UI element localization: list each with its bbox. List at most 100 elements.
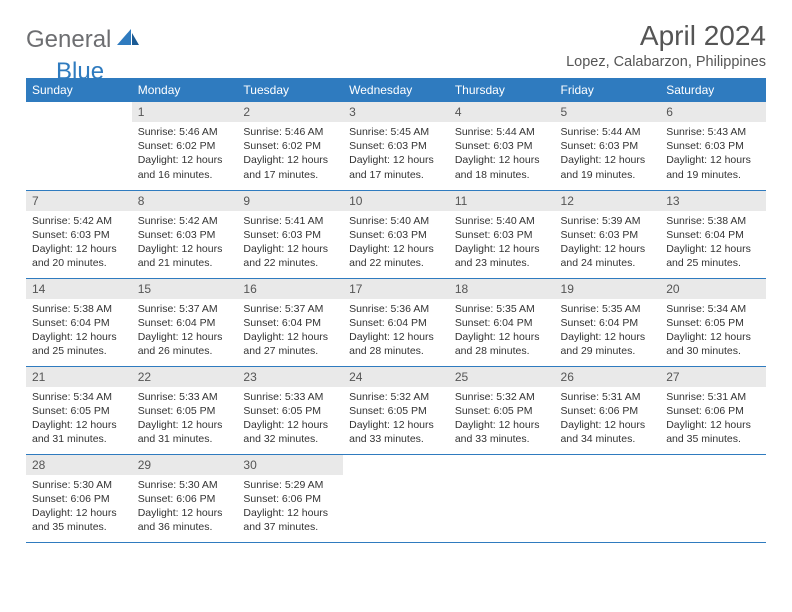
day-details: Sunrise: 5:38 AMSunset: 6:04 PMDaylight:…	[26, 299, 132, 363]
sunrise-text: Sunrise: 5:35 AM	[561, 302, 655, 316]
sunset-text: Sunset: 6:03 PM	[243, 228, 337, 242]
calendar-table: Sunday Monday Tuesday Wednesday Thursday…	[26, 78, 766, 543]
calendar-day-cell: 2Sunrise: 5:46 AMSunset: 6:02 PMDaylight…	[237, 102, 343, 190]
calendar-day-cell: 4Sunrise: 5:44 AMSunset: 6:03 PMDaylight…	[449, 102, 555, 190]
daylight-text: Daylight: 12 hours and 29 minutes.	[561, 330, 655, 358]
sunrise-text: Sunrise: 5:35 AM	[455, 302, 549, 316]
day-header: Saturday	[660, 78, 766, 102]
day-header: Wednesday	[343, 78, 449, 102]
month-title: April 2024	[566, 20, 766, 52]
daylight-text: Daylight: 12 hours and 19 minutes.	[561, 153, 655, 181]
day-details: Sunrise: 5:40 AMSunset: 6:03 PMDaylight:…	[449, 211, 555, 275]
daylight-text: Daylight: 12 hours and 28 minutes.	[349, 330, 443, 358]
sunrise-text: Sunrise: 5:31 AM	[561, 390, 655, 404]
calendar-day-cell: 28Sunrise: 5:30 AMSunset: 6:06 PMDayligh…	[26, 454, 132, 542]
day-number: 2	[237, 102, 343, 122]
daylight-text: Daylight: 12 hours and 25 minutes.	[32, 330, 126, 358]
sunrise-text: Sunrise: 5:37 AM	[138, 302, 232, 316]
sunrise-text: Sunrise: 5:32 AM	[349, 390, 443, 404]
daylight-text: Daylight: 12 hours and 32 minutes.	[243, 418, 337, 446]
logo-text-general: General	[26, 26, 111, 54]
sunrise-text: Sunrise: 5:40 AM	[455, 214, 549, 228]
calendar-day-cell: 1Sunrise: 5:46 AMSunset: 6:02 PMDaylight…	[132, 102, 238, 190]
calendar-day-cell: 12Sunrise: 5:39 AMSunset: 6:03 PMDayligh…	[555, 190, 661, 278]
calendar-day-cell	[555, 454, 661, 542]
sunset-text: Sunset: 6:06 PM	[243, 492, 337, 506]
sunrise-text: Sunrise: 5:30 AM	[138, 478, 232, 492]
day-details: Sunrise: 5:42 AMSunset: 6:03 PMDaylight:…	[26, 211, 132, 275]
daylight-text: Daylight: 12 hours and 17 minutes.	[243, 153, 337, 181]
calendar-day-cell: 13Sunrise: 5:38 AMSunset: 6:04 PMDayligh…	[660, 190, 766, 278]
calendar-week-row: 21Sunrise: 5:34 AMSunset: 6:05 PMDayligh…	[26, 366, 766, 454]
sunset-text: Sunset: 6:02 PM	[243, 139, 337, 153]
daylight-text: Daylight: 12 hours and 30 minutes.	[666, 330, 760, 358]
day-number: 4	[449, 102, 555, 122]
day-details: Sunrise: 5:45 AMSunset: 6:03 PMDaylight:…	[343, 122, 449, 186]
day-number: 10	[343, 191, 449, 211]
calendar-week-row: 1Sunrise: 5:46 AMSunset: 6:02 PMDaylight…	[26, 102, 766, 190]
day-details: Sunrise: 5:37 AMSunset: 6:04 PMDaylight:…	[237, 299, 343, 363]
calendar-day-cell: 16Sunrise: 5:37 AMSunset: 6:04 PMDayligh…	[237, 278, 343, 366]
location-text: Lopez, Calabarzon, Philippines	[566, 54, 766, 70]
day-number: 12	[555, 191, 661, 211]
sunrise-text: Sunrise: 5:32 AM	[455, 390, 549, 404]
sunset-text: Sunset: 6:02 PM	[138, 139, 232, 153]
day-details: Sunrise: 5:39 AMSunset: 6:03 PMDaylight:…	[555, 211, 661, 275]
sunset-text: Sunset: 6:04 PM	[243, 316, 337, 330]
day-details: Sunrise: 5:46 AMSunset: 6:02 PMDaylight:…	[237, 122, 343, 186]
sunrise-text: Sunrise: 5:36 AM	[349, 302, 443, 316]
page-header: General April 2024 Lopez, Calabarzon, Ph…	[26, 20, 766, 70]
day-details: Sunrise: 5:46 AMSunset: 6:02 PMDaylight:…	[132, 122, 238, 186]
sunset-text: Sunset: 6:04 PM	[455, 316, 549, 330]
calendar-day-cell: 20Sunrise: 5:34 AMSunset: 6:05 PMDayligh…	[660, 278, 766, 366]
daylight-text: Daylight: 12 hours and 35 minutes.	[32, 506, 126, 534]
daylight-text: Daylight: 12 hours and 22 minutes.	[243, 242, 337, 270]
day-number: 20	[660, 279, 766, 299]
day-number: 16	[237, 279, 343, 299]
daylight-text: Daylight: 12 hours and 31 minutes.	[138, 418, 232, 446]
sunset-text: Sunset: 6:05 PM	[32, 404, 126, 418]
day-number: 30	[237, 455, 343, 475]
daylight-text: Daylight: 12 hours and 28 minutes.	[455, 330, 549, 358]
day-details: Sunrise: 5:32 AMSunset: 6:05 PMDaylight:…	[449, 387, 555, 451]
day-number: 6	[660, 102, 766, 122]
sunset-text: Sunset: 6:03 PM	[561, 228, 655, 242]
logo: General	[26, 20, 143, 54]
day-details: Sunrise: 5:36 AMSunset: 6:04 PMDaylight:…	[343, 299, 449, 363]
daylight-text: Daylight: 12 hours and 34 minutes.	[561, 418, 655, 446]
calendar-day-cell: 15Sunrise: 5:37 AMSunset: 6:04 PMDayligh…	[132, 278, 238, 366]
day-number	[449, 455, 555, 475]
sunset-text: Sunset: 6:03 PM	[349, 228, 443, 242]
sunrise-text: Sunrise: 5:44 AM	[455, 125, 549, 139]
sunrise-text: Sunrise: 5:46 AM	[138, 125, 232, 139]
calendar-body: 1Sunrise: 5:46 AMSunset: 6:02 PMDaylight…	[26, 102, 766, 542]
sunset-text: Sunset: 6:05 PM	[243, 404, 337, 418]
calendar-day-cell: 5Sunrise: 5:44 AMSunset: 6:03 PMDaylight…	[555, 102, 661, 190]
sunrise-text: Sunrise: 5:29 AM	[243, 478, 337, 492]
day-number: 29	[132, 455, 238, 475]
day-number: 27	[660, 367, 766, 387]
sunset-text: Sunset: 6:06 PM	[138, 492, 232, 506]
sunset-text: Sunset: 6:03 PM	[666, 139, 760, 153]
calendar-day-cell: 30Sunrise: 5:29 AMSunset: 6:06 PMDayligh…	[237, 454, 343, 542]
day-details: Sunrise: 5:30 AMSunset: 6:06 PMDaylight:…	[132, 475, 238, 539]
calendar-week-row: 28Sunrise: 5:30 AMSunset: 6:06 PMDayligh…	[26, 454, 766, 542]
sunrise-text: Sunrise: 5:44 AM	[561, 125, 655, 139]
calendar-day-cell	[449, 454, 555, 542]
daylight-text: Daylight: 12 hours and 16 minutes.	[138, 153, 232, 181]
sunset-text: Sunset: 6:04 PM	[32, 316, 126, 330]
sunset-text: Sunset: 6:03 PM	[138, 228, 232, 242]
daylight-text: Daylight: 12 hours and 17 minutes.	[349, 153, 443, 181]
sunset-text: Sunset: 6:05 PM	[455, 404, 549, 418]
sunrise-text: Sunrise: 5:38 AM	[666, 214, 760, 228]
day-number: 18	[449, 279, 555, 299]
daylight-text: Daylight: 12 hours and 23 minutes.	[455, 242, 549, 270]
daylight-text: Daylight: 12 hours and 31 minutes.	[32, 418, 126, 446]
calendar-day-cell: 22Sunrise: 5:33 AMSunset: 6:05 PMDayligh…	[132, 366, 238, 454]
calendar-header-row: Sunday Monday Tuesday Wednesday Thursday…	[26, 78, 766, 102]
sunset-text: Sunset: 6:03 PM	[349, 139, 443, 153]
sunrise-text: Sunrise: 5:38 AM	[32, 302, 126, 316]
sunrise-text: Sunrise: 5:45 AM	[349, 125, 443, 139]
day-number: 13	[660, 191, 766, 211]
calendar-day-cell	[660, 454, 766, 542]
